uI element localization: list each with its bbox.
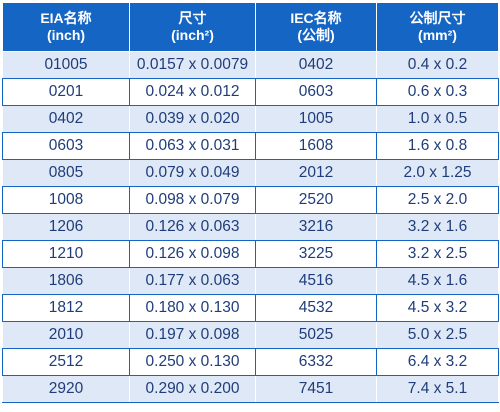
header-iec-name-line1: IEC名称 [290, 10, 342, 26]
table-row: 0402 0.039 x 0.020 1005 1.0 x 0.5 [2, 105, 499, 133]
cell-eia-name: 2512 [2, 348, 130, 376]
table-row: 1812 0.180 x 0.130 4532 4.5 x 3.2 [2, 294, 499, 322]
cell-metric-size: 1.0 x 0.5 [376, 105, 499, 133]
cell-iec-name: 0603 [255, 78, 377, 106]
table-row: 2512 0.250 x 0.130 6332 6.4 x 3.2 [2, 348, 499, 376]
table-row: 0805 0.079 x 0.049 2012 2.0 x 1.25 [2, 159, 499, 187]
header-inch-size-line2: (inch²) [171, 27, 214, 43]
cell-iec-name: 7451 [255, 375, 377, 403]
cell-inch-size: 0.177 x 0.063 [129, 267, 256, 295]
cell-inch-size: 0.079 x 0.049 [129, 159, 256, 187]
cell-iec-name: 2012 [255, 159, 377, 187]
cell-inch-size: 0.039 x 0.020 [129, 105, 256, 133]
cell-metric-size: 0.4 x 0.2 [376, 51, 499, 79]
cell-iec-name: 4532 [255, 294, 377, 322]
header-inch-size: 尺寸 (inch²) [129, 2, 256, 52]
cell-inch-size: 0.250 x 0.130 [129, 348, 256, 376]
cell-iec-name: 6332 [255, 348, 377, 376]
cell-inch-size: 0.063 x 0.031 [129, 132, 256, 160]
header-eia-name: EIA名称 (inch) [2, 2, 130, 52]
cell-metric-size: 1.6 x 0.8 [376, 132, 499, 160]
cell-metric-size: 3.2 x 2.5 [376, 240, 499, 268]
cell-eia-name: 1806 [2, 267, 130, 295]
table-row: 2010 0.197 x 0.098 5025 5.0 x 2.5 [2, 321, 499, 349]
cell-inch-size: 0.197 x 0.098 [129, 321, 256, 349]
cell-eia-name: 1210 [2, 240, 130, 268]
cell-inch-size: 0.098 x 0.079 [129, 186, 256, 214]
table-header: EIA名称 (inch) 尺寸 (inch²) IEC名称 (公制) 公制尺寸 … [2, 2, 499, 52]
cell-metric-size: 2.5 x 2.0 [376, 186, 499, 214]
header-eia-name-line2: (inch) [46, 27, 86, 43]
table-row: 1206 0.126 x 0.063 3216 3.2 x 1.6 [2, 213, 499, 241]
header-inch-size-line1: 尺寸 [178, 10, 207, 26]
table-row: 1008 0.098 x 0.079 2520 2.5 x 2.0 [2, 186, 499, 214]
cell-eia-name: 2010 [2, 321, 130, 349]
cell-eia-name: 01005 [2, 51, 130, 79]
cell-inch-size: 0.180 x 0.130 [129, 294, 256, 322]
cell-eia-name: 0201 [2, 78, 130, 106]
cell-metric-size: 4.5 x 1.6 [376, 267, 499, 295]
cell-iec-name: 0402 [255, 51, 377, 79]
cell-eia-name: 0805 [2, 159, 130, 187]
cell-iec-name: 1608 [255, 132, 377, 160]
header-eia-name-line1: EIA名称 [40, 10, 92, 26]
cell-iec-name: 1005 [255, 105, 377, 133]
cell-iec-name: 3216 [255, 213, 377, 241]
cell-iec-name: 5025 [255, 321, 377, 349]
table-row: 0603 0.063 x 0.031 1608 1.6 x 0.8 [2, 132, 499, 160]
size-conversion-table: EIA名称 (inch) 尺寸 (inch²) IEC名称 (公制) 公制尺寸 … [2, 2, 499, 403]
cell-eia-name: 0402 [2, 105, 130, 133]
cell-metric-size: 6.4 x 3.2 [376, 348, 499, 376]
table-row: 1806 0.177 x 0.063 4516 4.5 x 1.6 [2, 267, 499, 295]
cell-eia-name: 1008 [2, 186, 130, 214]
cell-inch-size: 0.024 x 0.012 [129, 78, 256, 106]
cell-eia-name: 1812 [2, 294, 130, 322]
header-metric-size-line1: 公制尺寸 [409, 10, 466, 26]
header-iec-name-line2: (公制) [297, 27, 335, 43]
header-metric-size-line2: (mm²) [418, 27, 457, 43]
cell-metric-size: 3.2 x 1.6 [376, 213, 499, 241]
cell-metric-size: 5.0 x 2.5 [376, 321, 499, 349]
cell-metric-size: 2.0 x 1.25 [376, 159, 499, 187]
cell-iec-name: 4516 [255, 267, 377, 295]
table-row: 01005 0.0157 x 0.0079 0402 0.4 x 0.2 [2, 51, 499, 79]
cell-eia-name: 0603 [2, 132, 130, 160]
header-iec-name: IEC名称 (公制) [255, 2, 377, 52]
cell-eia-name: 1206 [2, 213, 130, 241]
table-row: 1210 0.126 x 0.098 3225 3.2 x 2.5 [2, 240, 499, 268]
cell-inch-size: 0.290 x 0.200 [129, 375, 256, 403]
cell-iec-name: 3225 [255, 240, 377, 268]
cell-metric-size: 4.5 x 3.2 [376, 294, 499, 322]
cell-inch-size: 0.126 x 0.098 [129, 240, 256, 268]
table-row: 2920 0.290 x 0.200 7451 7.4 x 5.1 [2, 375, 499, 403]
table-body: 01005 0.0157 x 0.0079 0402 0.4 x 0.2 020… [2, 51, 499, 403]
cell-inch-size: 0.126 x 0.063 [129, 213, 256, 241]
cell-eia-name: 2920 [2, 375, 130, 403]
cell-inch-size: 0.0157 x 0.0079 [129, 51, 256, 79]
cell-metric-size: 0.6 x 0.3 [376, 78, 499, 106]
cell-iec-name: 2520 [255, 186, 377, 214]
header-row: EIA名称 (inch) 尺寸 (inch²) IEC名称 (公制) 公制尺寸 … [2, 2, 499, 52]
cell-metric-size: 7.4 x 5.1 [376, 375, 499, 403]
header-metric-size: 公制尺寸 (mm²) [376, 2, 499, 52]
table-row: 0201 0.024 x 0.012 0603 0.6 x 0.3 [2, 78, 499, 106]
